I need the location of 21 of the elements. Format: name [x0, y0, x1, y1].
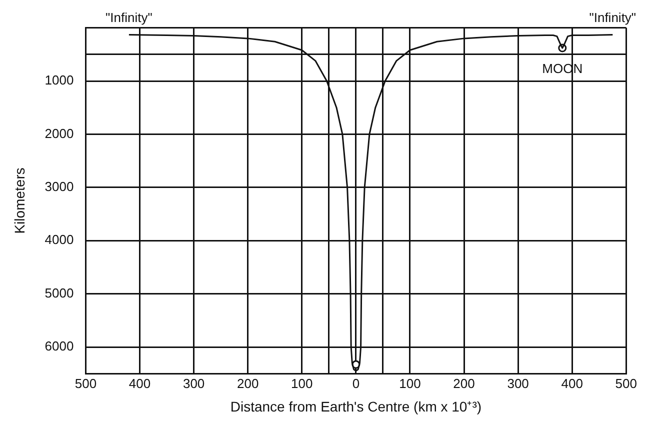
y-tick-label: 6000	[44, 338, 74, 354]
text: "Infinity"	[106, 10, 153, 25]
x-tick-label: 300	[507, 376, 529, 391]
y-axis-title: Kilometers	[11, 168, 28, 234]
x-tick-label: 400	[128, 376, 151, 391]
x-tick-label: 200	[237, 376, 259, 391]
x-tick-label: 400	[561, 376, 583, 391]
x-axis-title: Distance from Earth's Centre (km x 10⁺³)	[230, 398, 482, 414]
x-tick-label: 100	[399, 376, 421, 391]
y-tick-label: 1000	[44, 72, 74, 88]
x-tick-label: 500	[615, 376, 638, 391]
x-tick-label: 100	[291, 376, 313, 391]
x-tick-label: 200	[453, 376, 475, 391]
y-tick-label: 3000	[44, 178, 74, 194]
y-tick-label: 4000	[44, 232, 74, 248]
text: "Infinity"	[589, 10, 636, 25]
x-tick-label: 0	[352, 376, 360, 391]
y-tick-label: 2000	[44, 126, 74, 141]
y-tick-label: 5000	[44, 285, 74, 300]
x-tick-label: 500	[74, 376, 97, 391]
x-tick-label: 300	[182, 376, 205, 391]
